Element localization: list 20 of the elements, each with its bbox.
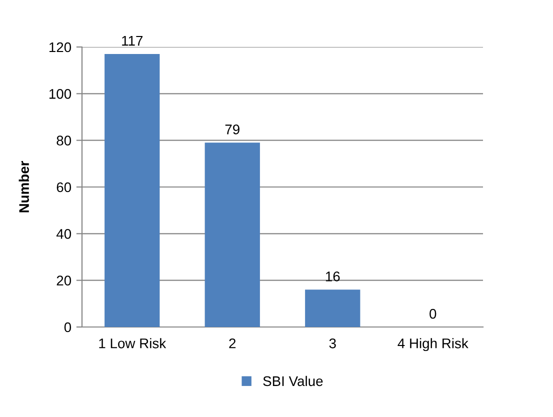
y-tick-label: 20 [56,276,72,286]
data-label: 16 [326,272,340,282]
bar [204,142,260,327]
data-label: 0 [430,308,436,319]
data-label: 79 [225,124,240,134]
y-tick-label: 60 [56,182,72,192]
x-tick-label: 4 High Risk [398,338,468,352]
bar [104,54,160,327]
y-tick-label: 0 [64,322,72,332]
y-tick-label: 120 [49,42,72,52]
x-tick-label: 3 [329,338,336,348]
y-tick-label: 40 [56,229,72,239]
y-tick-label: 80 [56,136,72,146]
x-tick-label: 1 Low Risk [99,338,166,348]
legend-label: SBI Value [263,376,323,386]
x-tick-label: 2 [229,338,236,348]
y-tick-label: 100 [49,89,72,99]
bar [305,290,360,327]
data-label: 117 [122,36,143,46]
y-axis-title: Number [18,160,29,212]
